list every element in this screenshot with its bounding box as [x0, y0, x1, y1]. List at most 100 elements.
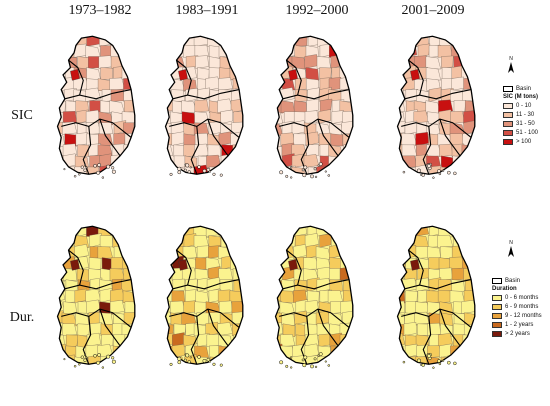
map-region: [194, 111, 209, 124]
map-region: [292, 178, 307, 191]
map-region: [475, 143, 488, 156]
map-region: [220, 356, 233, 365]
map-region: [243, 123, 257, 135]
north-label: N: [509, 240, 513, 246]
map-region: [304, 110, 319, 124]
map-region: [57, 268, 66, 282]
island: [80, 355, 84, 359]
map-region: [133, 277, 135, 292]
map-region: [232, 235, 243, 248]
map-region: [241, 323, 243, 337]
map-region: [397, 246, 407, 259]
map-region: [165, 356, 174, 365]
coastline: [274, 225, 354, 365]
basin-boundary: [207, 118, 229, 157]
map-region: [90, 178, 102, 191]
map-region: [354, 322, 366, 336]
map-region: [356, 333, 368, 347]
map-region: [403, 368, 417, 381]
legend-swatch: [492, 303, 502, 310]
choropleth-map: [274, 35, 354, 191]
map-region: [63, 366, 77, 380]
legend-item: > 100: [503, 137, 538, 146]
island: [189, 166, 192, 169]
map-region: [138, 67, 150, 79]
map-region: [206, 368, 221, 380]
legend-label: 0 - 10: [516, 102, 532, 109]
island: [183, 358, 187, 362]
map-region: [452, 368, 465, 381]
basin-boundary: [408, 59, 424, 96]
map-region: [125, 226, 135, 237]
basin-boundary: [68, 249, 84, 286]
map-region: [339, 165, 353, 175]
map-region: [218, 166, 233, 175]
map-region: [438, 333, 453, 347]
map-region: [353, 368, 366, 381]
legend-swatch: [503, 102, 513, 109]
map-region: [85, 109, 101, 124]
map-region: [246, 302, 258, 314]
map-region: [66, 178, 78, 190]
map-region: [231, 301, 243, 314]
map-region: [133, 121, 135, 135]
map-region: [461, 344, 475, 358]
map-region: [352, 133, 353, 146]
island: [327, 174, 331, 177]
map-region: [123, 45, 135, 58]
map-region: [280, 334, 296, 347]
map-region: [450, 355, 465, 365]
legend-basin-label: Basin: [516, 85, 532, 92]
map-panel-sic-4: [392, 18, 484, 198]
map-region: [417, 176, 429, 190]
island: [402, 170, 406, 174]
map-region: [402, 178, 417, 190]
map-region: [405, 290, 418, 303]
map-region: [476, 56, 488, 69]
legend-label: 51 - 100: [516, 129, 539, 136]
map-region: [218, 77, 233, 91]
map-region: [57, 43, 66, 58]
map-region: [474, 226, 475, 237]
map-region: [133, 255, 135, 270]
map-region: [86, 368, 101, 380]
map-region: [404, 226, 418, 237]
map-region: [275, 66, 284, 80]
map-region: [275, 56, 284, 70]
map-region: [138, 156, 150, 168]
map-region: [165, 246, 174, 259]
map-region: [343, 246, 353, 260]
period-title-4: 2001–2009: [401, 3, 465, 18]
map-region: [474, 246, 475, 260]
map-region: [451, 76, 465, 91]
map-region: [194, 45, 209, 58]
map-region: [354, 166, 367, 179]
map-region: [340, 257, 353, 270]
map-region: [110, 36, 125, 47]
legend-label: 1 - 2 years: [505, 321, 534, 328]
map-region: [124, 235, 135, 249]
map-region: [452, 36, 465, 47]
map-region: [134, 166, 135, 175]
map-region: [397, 36, 406, 47]
island: [290, 366, 293, 369]
map-region: [463, 178, 476, 191]
map-region: [438, 177, 452, 190]
map-region: [233, 111, 243, 124]
map-region: [172, 367, 184, 380]
island: [437, 359, 441, 363]
legend-title: Duration: [492, 286, 517, 292]
basin-boundary: [282, 279, 350, 290]
map-region: [394, 176, 406, 190]
map-region: [134, 356, 135, 365]
map-region: [451, 267, 465, 281]
map-region: [136, 324, 149, 336]
map-region: [246, 335, 258, 348]
map-region: [243, 67, 257, 80]
choropleth-map: [56, 225, 136, 380]
basin-boundary: [404, 279, 472, 290]
map-region: [462, 155, 475, 168]
choropleth-map: [56, 35, 136, 191]
legend-item: 6 - 9 months: [492, 302, 542, 311]
map-region: [230, 131, 243, 146]
